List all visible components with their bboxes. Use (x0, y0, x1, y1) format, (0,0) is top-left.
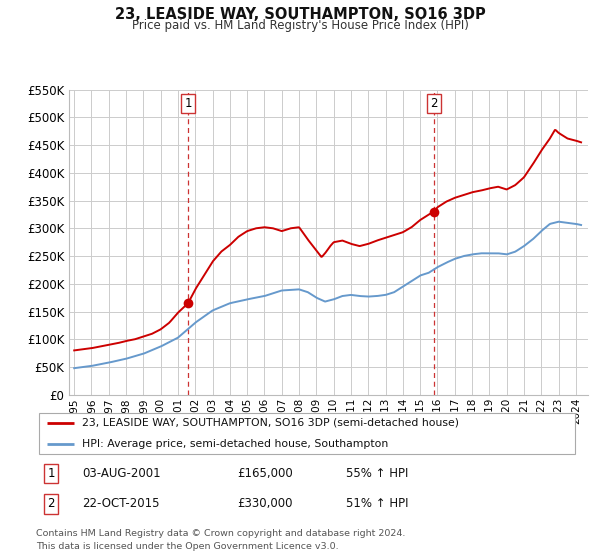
Text: 1: 1 (47, 467, 55, 480)
Text: £330,000: £330,000 (237, 497, 292, 510)
Text: HPI: Average price, semi-detached house, Southampton: HPI: Average price, semi-detached house,… (82, 439, 388, 449)
Text: 03-AUG-2001: 03-AUG-2001 (82, 467, 161, 480)
Text: £165,000: £165,000 (237, 467, 293, 480)
Text: 22-OCT-2015: 22-OCT-2015 (82, 497, 160, 510)
Text: 23, LEASIDE WAY, SOUTHAMPTON, SO16 3DP: 23, LEASIDE WAY, SOUTHAMPTON, SO16 3DP (115, 7, 485, 22)
Text: 2: 2 (430, 97, 438, 110)
FancyBboxPatch shape (39, 413, 575, 454)
Text: This data is licensed under the Open Government Licence v3.0.: This data is licensed under the Open Gov… (36, 542, 338, 551)
Text: 55% ↑ HPI: 55% ↑ HPI (346, 467, 408, 480)
Text: Price paid vs. HM Land Registry's House Price Index (HPI): Price paid vs. HM Land Registry's House … (131, 19, 469, 32)
Text: 2: 2 (47, 497, 55, 510)
Text: 1: 1 (184, 97, 192, 110)
Text: Contains HM Land Registry data © Crown copyright and database right 2024.: Contains HM Land Registry data © Crown c… (36, 529, 406, 538)
Text: 51% ↑ HPI: 51% ↑ HPI (346, 497, 408, 510)
Text: 23, LEASIDE WAY, SOUTHAMPTON, SO16 3DP (semi-detached house): 23, LEASIDE WAY, SOUTHAMPTON, SO16 3DP (… (82, 418, 459, 428)
